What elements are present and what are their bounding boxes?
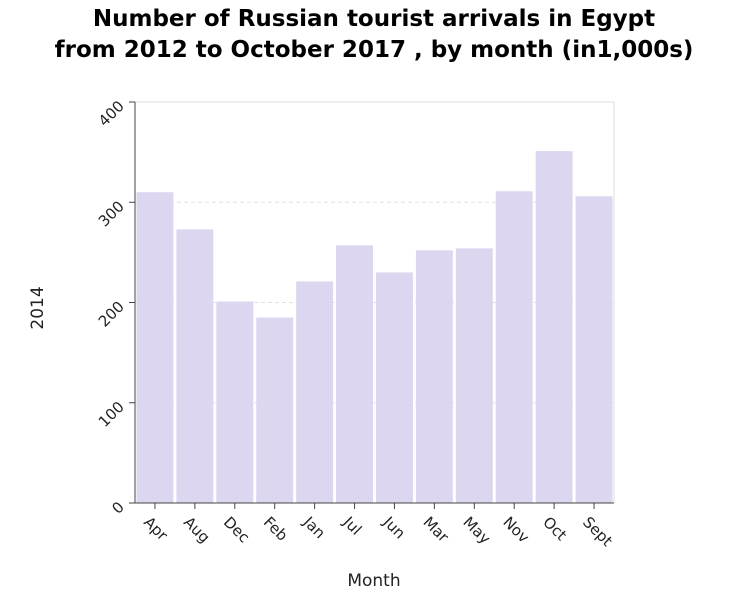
y-tick-label: 200 <box>95 298 128 331</box>
bar-mar <box>415 250 453 503</box>
bar-feb <box>256 317 294 503</box>
x-tick-label-mar: Mar <box>420 513 453 546</box>
y-tick-labels: 0 100 200 300 400 <box>95 97 128 517</box>
x-tick-label-sept: Sept <box>579 513 616 550</box>
x-tick-label-nov: Nov <box>499 513 533 547</box>
x-tick-label-may: May <box>459 513 494 548</box>
y-tick-label: 400 <box>95 97 128 130</box>
x-tick-label-jun: Jun <box>379 512 409 542</box>
chart-title-line-1: Number of Russian tourist arrivals in Eg… <box>92 6 656 32</box>
y-tick-label: 100 <box>95 398 128 431</box>
bar-dec <box>216 301 254 503</box>
x-tick-labels: Apr Aug Dec Feb Jan Jul Jun Mar May Nov Oct Sept <box>140 512 616 550</box>
bars <box>136 151 613 504</box>
x-tick-label-apr: Apr <box>140 513 172 545</box>
bar-may <box>455 248 493 503</box>
bar-nov <box>495 191 533 503</box>
y-tick-label: 0 <box>108 498 127 517</box>
bar-jul <box>336 245 373 504</box>
bar-oct <box>535 151 573 503</box>
chart-title: Number of Russian tourist arrivals in Eg… <box>0 4 748 66</box>
bar-sept <box>575 196 613 504</box>
axes <box>129 101 615 509</box>
x-tick-label-dec: Dec <box>220 513 253 546</box>
x-tick-label-aug: Aug <box>180 513 213 546</box>
bar-aug <box>176 229 214 503</box>
bar-jan <box>296 281 334 503</box>
x-tick-label-jan: Jan <box>299 512 329 542</box>
grid-lines <box>135 201 614 404</box>
y-axis-label: 2014 <box>28 286 48 329</box>
chart-title-line-2: from 2012 to October 2017 , by month (in… <box>54 37 694 63</box>
x-tick-label-oct: Oct <box>539 513 570 544</box>
bar-apr <box>136 192 174 503</box>
bar-jun <box>376 272 413 503</box>
x-axis-label: Month <box>347 571 400 591</box>
y-tick-label: 300 <box>95 197 128 230</box>
x-tick-label-feb: Feb <box>260 513 292 545</box>
x-tick-label-jul: Jul <box>339 512 365 538</box>
